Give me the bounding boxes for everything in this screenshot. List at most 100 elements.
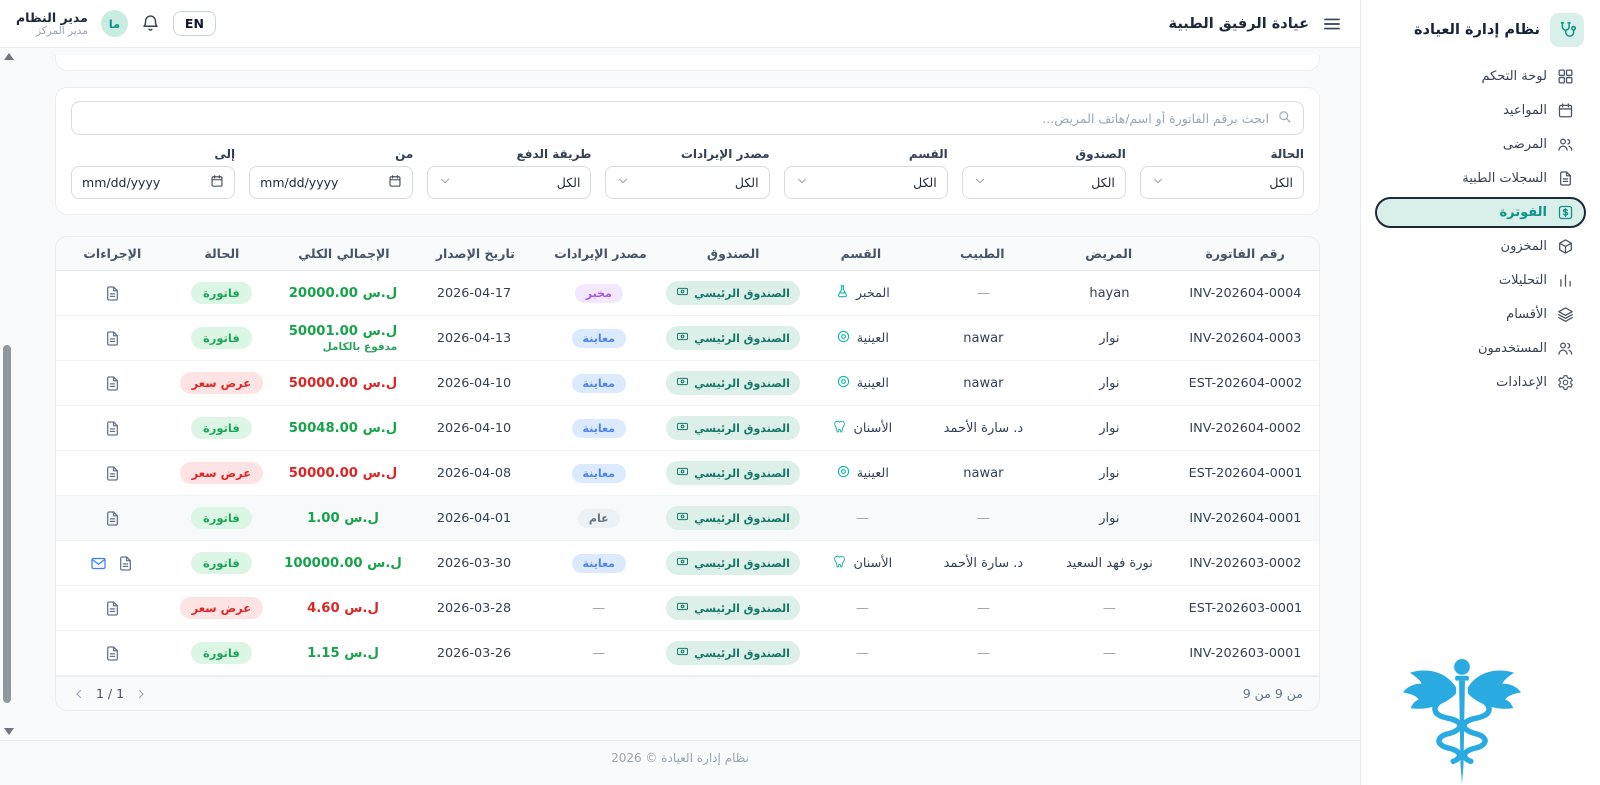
view-invoice-button[interactable] — [104, 645, 121, 662]
sidebar-item-label: التحليلات — [1498, 273, 1547, 288]
table-body: INV-202604-0004 hayan — المخبر الصندوق الرئي… — [56, 271, 1319, 676]
bell-icon[interactable] — [141, 14, 160, 33]
settings-icon — [1557, 374, 1574, 391]
search-box — [71, 101, 1304, 135]
view-invoice-button[interactable] — [104, 375, 121, 392]
revenue-source-badge: معاينة — [571, 553, 626, 573]
send-email-button[interactable] — [90, 555, 107, 572]
column-header: الإجمالي الكلي — [298, 246, 390, 261]
issue-date: 2026-04-10 — [436, 375, 512, 391]
filter-status-select[interactable]: الكل — [1139, 166, 1304, 199]
app-title: نظام إدارة العيادة — [1414, 22, 1540, 38]
calendar-small-icon — [210, 174, 224, 191]
sidebar-item-label: الإعدادات — [1496, 375, 1547, 390]
language-button[interactable]: EN — [172, 11, 216, 36]
department-name: — — [855, 600, 869, 616]
footer-text: نظام إدارة العيادة © 2026 — [611, 751, 749, 765]
filter-department-select[interactable]: الكل — [783, 166, 948, 199]
sidebar-item-patients[interactable]: المرضى — [1375, 129, 1586, 160]
eye-icon — [836, 464, 851, 483]
date-value: mm/dd/yyyy — [82, 175, 161, 190]
patient-name: نوار — [1099, 465, 1120, 481]
cash-icon — [676, 330, 689, 346]
column-header: الصندوق — [706, 246, 760, 261]
view-invoice-button[interactable] — [104, 465, 121, 482]
total-amount: 50000.00 ل.س — [288, 375, 398, 391]
revenue-source-badge: مخبر — [574, 283, 623, 303]
chevron-down-icon — [1151, 174, 1165, 191]
view-invoice-button[interactable] — [104, 420, 121, 437]
issue-date: 2026-04-17 — [436, 285, 512, 301]
revenue-source-badge: معاينة — [571, 463, 626, 483]
total-amount: 50000.00 ل.س — [288, 465, 398, 481]
pagination-page-indicator: 1 / 1 — [96, 686, 125, 701]
sidebar-item-billing[interactable]: الفوترة — [1375, 197, 1586, 228]
view-invoice-button[interactable] — [104, 330, 121, 347]
total-amount: 20000.00 ل.س — [288, 285, 398, 301]
department-cell: العينية — [836, 464, 889, 483]
filters-row: الحالة الكل الصندوق الكل القسم الكل مصدر الإير… — [71, 147, 1304, 199]
view-invoice-button[interactable] — [104, 600, 121, 617]
department-name: المخبر — [855, 285, 890, 301]
scrollbar-thumb[interactable] — [3, 345, 11, 703]
department-name: العينية — [856, 465, 889, 481]
status-badge: عرض سعر — [179, 597, 264, 619]
calendar-icon — [1557, 102, 1574, 119]
sidebar-item-settings[interactable]: الإعدادات — [1375, 367, 1586, 398]
total-amount: 1.00 ل.س — [307, 510, 379, 526]
total-amount: 1.15 ل.س — [307, 645, 379, 661]
view-invoice-button[interactable] — [104, 285, 121, 302]
issue-date: 2026-03-28 — [436, 600, 512, 616]
doctor-name: nawar — [963, 330, 1004, 346]
pagination-prev-button[interactable] — [72, 687, 86, 701]
patient-name: hayan — [1089, 285, 1130, 301]
table-row: INV-202604-0003 نوار nawar العينية الصندوق ا… — [56, 316, 1319, 361]
status-badge: عرض سعر — [179, 462, 264, 484]
cashbox-badge: الصندوق الرئيسي — [666, 596, 800, 620]
filter-label: الحالة — [1270, 147, 1304, 161]
cash-icon — [676, 420, 689, 436]
cashbox-badge: الصندوق الرئيسي — [666, 371, 800, 395]
sidebar-item-analytics[interactable]: التحليلات — [1375, 265, 1586, 296]
scrollbar-up-arrow[interactable] — [4, 53, 14, 60]
filter-label: القسم — [908, 147, 948, 161]
cashbox-badge: الصندوق الرئيسي — [666, 416, 800, 440]
filter-revenue-source-select[interactable]: الكل — [605, 166, 770, 199]
view-invoice-button[interactable] — [104, 510, 121, 527]
sidebar-item-medical-records[interactable]: السجلات الطبية — [1375, 163, 1586, 194]
sidebar-nav: لوحة التحكم المواعيد المرضى السجلات الطبية ا… — [1375, 61, 1586, 398]
column-header: المريض — [1085, 246, 1133, 261]
filter-to-input[interactable]: mm/dd/yyyy — [71, 166, 236, 199]
sidebar-header: نظام إدارة العيادة — [1375, 11, 1586, 61]
chevron-down-icon — [616, 174, 630, 191]
sidebar-item-appointments[interactable]: المواعيد — [1375, 95, 1586, 126]
scrollbar-down-arrow[interactable] — [4, 728, 14, 735]
sidebar-item-dashboard[interactable]: لوحة التحكم — [1375, 61, 1586, 92]
sidebar-item-inventory[interactable]: المخزون — [1375, 231, 1586, 262]
sidebar-item-label: المستخدمون — [1477, 341, 1547, 356]
search-input[interactable] — [83, 110, 1269, 126]
filter-payment-method-select[interactable]: الكل — [427, 166, 592, 199]
patient-name: نوار — [1099, 375, 1120, 391]
table-row: INV-202603-0002 نورة فهد السعيد د. سارة ال… — [56, 541, 1319, 586]
pagination-next-button[interactable] — [134, 687, 148, 701]
sidebar-item-departments[interactable]: الأقسام — [1375, 299, 1586, 330]
billing-icon — [1557, 204, 1574, 221]
doctor-name: د. سارة الأحمد — [943, 555, 1024, 571]
select-value: الكل — [1091, 175, 1115, 190]
view-invoice-button[interactable] — [117, 555, 134, 572]
filter-cashbox-select[interactable]: الكل — [961, 166, 1126, 199]
total-amount: 100000.00 ل.س — [284, 555, 402, 571]
column-header: مصدر الإيرادات — [554, 246, 647, 261]
chevron-down-icon — [973, 174, 987, 191]
inventory-icon — [1557, 238, 1574, 255]
avatar[interactable]: ما — [100, 10, 128, 37]
filter-department: القسم الكل — [783, 147, 948, 199]
menu-icon[interactable] — [1322, 14, 1342, 34]
sidebar-item-users[interactable]: المستخدمون — [1375, 333, 1586, 364]
invoice-number: INV-202603-0002 — [1189, 555, 1302, 571]
table-header-row: رقم الفاتورة المريض الطبيب القسم الصندوق مصدر… — [56, 237, 1319, 271]
invoice-number: INV-202603-0001 — [1189, 645, 1302, 661]
filter-from-input[interactable]: mm/dd/yyyy — [249, 166, 414, 199]
filter-label: مصدر الإيرادات — [680, 147, 770, 161]
